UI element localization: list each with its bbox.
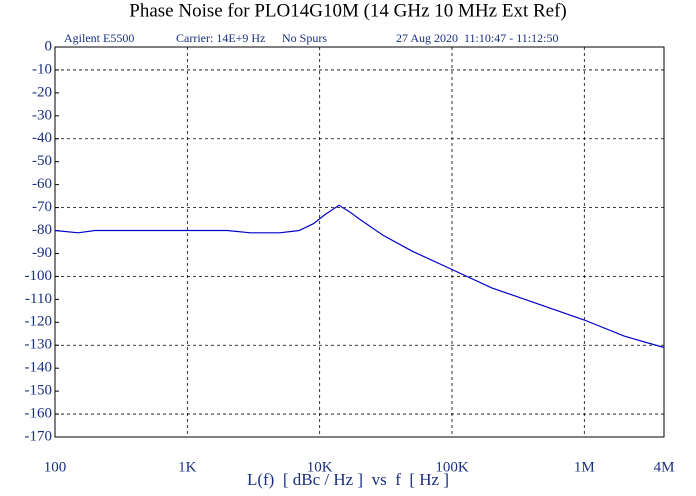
annotation: Agilent E5500 (64, 31, 134, 45)
y-tick-label: -100 (25, 268, 53, 284)
y-tick-label: -60 (32, 176, 52, 192)
y-tick-label: -80 (32, 222, 52, 238)
y-tick-label: -90 (32, 245, 52, 261)
y-tick-label: -120 (25, 314, 53, 330)
x-tick-label: 4M (654, 459, 675, 475)
x-tick-label: 100K (435, 459, 469, 475)
plot-frame (54, 46, 665, 438)
x-tick-label: 1K (178, 459, 197, 475)
y-tick-label: -10 (32, 61, 52, 77)
y-tick-label: -110 (25, 291, 52, 307)
y-tick-label: -130 (25, 337, 53, 353)
y-tick-label: -140 (25, 360, 53, 376)
x-axis-label: L(f) [ dBc / Hz ] vs f [ Hz ] (247, 470, 449, 489)
x-tick-label: 100 (44, 459, 67, 475)
y-tick-label: -70 (32, 199, 52, 215)
y-tick-label: -30 (32, 107, 52, 123)
chart-title: Phase Noise for PLO14G10M (14 GHz 10 MHz… (129, 0, 566, 21)
x-tick-label: 10K (307, 459, 333, 475)
y-tick-label: -170 (25, 428, 53, 444)
annotation: No Spurs (282, 31, 327, 45)
y-tick-label: -160 (25, 405, 53, 421)
data-line (54, 204, 665, 349)
y-tick-label: -150 (25, 383, 53, 399)
x-tick-label: 1M (574, 459, 595, 475)
y-tick-label: 0 (45, 38, 53, 54)
y-tick-label: -50 (32, 153, 52, 169)
annotation: 27 Aug 2020 11:10:47 - 11:12:50 (396, 31, 558, 45)
y-tick-label: -20 (32, 84, 52, 100)
annotation: Carrier: 14E+9 Hz (176, 31, 265, 45)
y-tick-label: -40 (32, 130, 52, 146)
